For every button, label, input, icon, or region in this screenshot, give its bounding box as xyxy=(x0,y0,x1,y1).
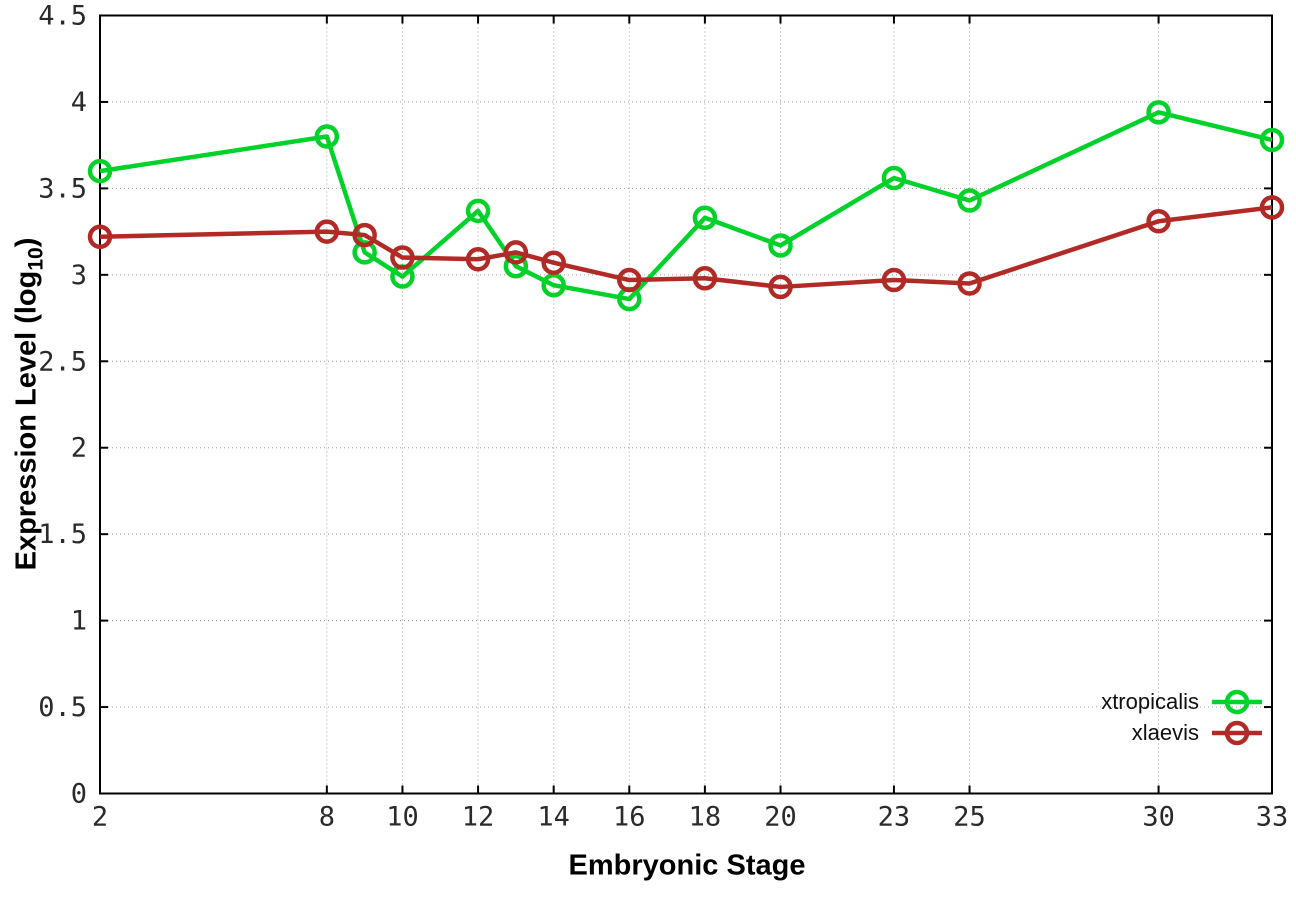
marker-xlaevis xyxy=(957,271,982,296)
marker-xlaevis xyxy=(881,267,907,293)
x-tick-label: 25 xyxy=(953,802,986,833)
y-axis-title-suffix: ) xyxy=(10,237,43,248)
x-tick-label: 10 xyxy=(386,802,419,833)
marker-xtropicalis xyxy=(1146,100,1171,125)
legend-marker-icon xyxy=(1212,689,1262,714)
x-tick-label: 16 xyxy=(613,802,646,833)
x-axis-title: Embryonic Stage xyxy=(568,849,806,882)
marker-xlaevis xyxy=(692,266,718,291)
plot-border xyxy=(99,14,1273,795)
y-tick-label: 3.5 xyxy=(38,173,87,204)
x-tick-label: 33 xyxy=(1256,802,1289,833)
marker-xtropicalis xyxy=(352,240,377,265)
y-tick-label: 0 xyxy=(71,779,87,810)
y-tick-label: 2 xyxy=(71,433,87,464)
x-tick-label: 23 xyxy=(878,802,911,833)
x-tick-label: 2 xyxy=(92,802,108,833)
marker-xlaevis xyxy=(87,224,113,250)
legend-label: xlaevis xyxy=(1131,719,1199,745)
x-tick-label: 20 xyxy=(764,802,797,833)
marker-xtropicalis xyxy=(314,124,340,149)
series-line-xlaevis xyxy=(99,205,1273,290)
marker-xlaevis xyxy=(1146,208,1171,234)
marker-xlaevis xyxy=(390,245,415,270)
y-tick-label: 1 xyxy=(71,606,87,637)
x-tick-label: 12 xyxy=(462,802,495,833)
legend-label: xtropicalis xyxy=(1101,688,1199,714)
y-tick-label: 0.5 xyxy=(38,692,87,723)
marker-xlaevis xyxy=(617,267,642,293)
y-tick-label: 4.5 xyxy=(38,1,87,32)
x-tick-label: 30 xyxy=(1142,802,1175,833)
y-tick-label: 4 xyxy=(71,87,87,118)
marker-xlaevis xyxy=(1259,195,1285,220)
marker-xlaevis xyxy=(465,247,491,272)
marker-xtropicalis xyxy=(692,205,718,231)
y-axis-title: Expression Level (log10) xyxy=(10,237,48,571)
marker-xlaevis xyxy=(541,250,566,275)
legend-entry-xlaevis: xlaevis xyxy=(1132,717,1265,748)
x-tick-label: 14 xyxy=(537,802,570,833)
y-axis-title-subscript: 10 xyxy=(24,247,48,271)
y-tick-label: 1.5 xyxy=(38,519,87,550)
legend-entry-xtropicalis: xtropicalis xyxy=(1101,686,1265,717)
y-tick-label: 2.5 xyxy=(38,346,87,377)
marker-xtropicalis xyxy=(881,165,907,191)
marker-xtropicalis xyxy=(957,188,982,213)
marker-xtropicalis xyxy=(1259,127,1285,153)
marker-xlaevis xyxy=(503,240,529,265)
y-axis-title-text: Expression Level (log xyxy=(10,270,43,571)
marker-xtropicalis xyxy=(87,158,113,184)
x-tick-label: 8 xyxy=(319,802,335,833)
marker-xtropicalis xyxy=(541,272,566,298)
marker-xlaevis xyxy=(352,222,377,248)
legend-marker-icon xyxy=(1212,720,1262,745)
marker-xlaevis xyxy=(314,219,340,244)
x-tick-label: 18 xyxy=(689,802,722,833)
y-tick-label: 3 xyxy=(71,260,87,291)
series-line-xtropicalis xyxy=(99,110,1273,302)
legend: xtropicalis xlaevis xyxy=(1101,686,1265,748)
marker-xtropicalis xyxy=(503,253,529,279)
marker-xlaevis xyxy=(768,274,793,300)
marker-xtropicalis xyxy=(768,233,793,258)
marker-xtropicalis xyxy=(465,198,491,224)
